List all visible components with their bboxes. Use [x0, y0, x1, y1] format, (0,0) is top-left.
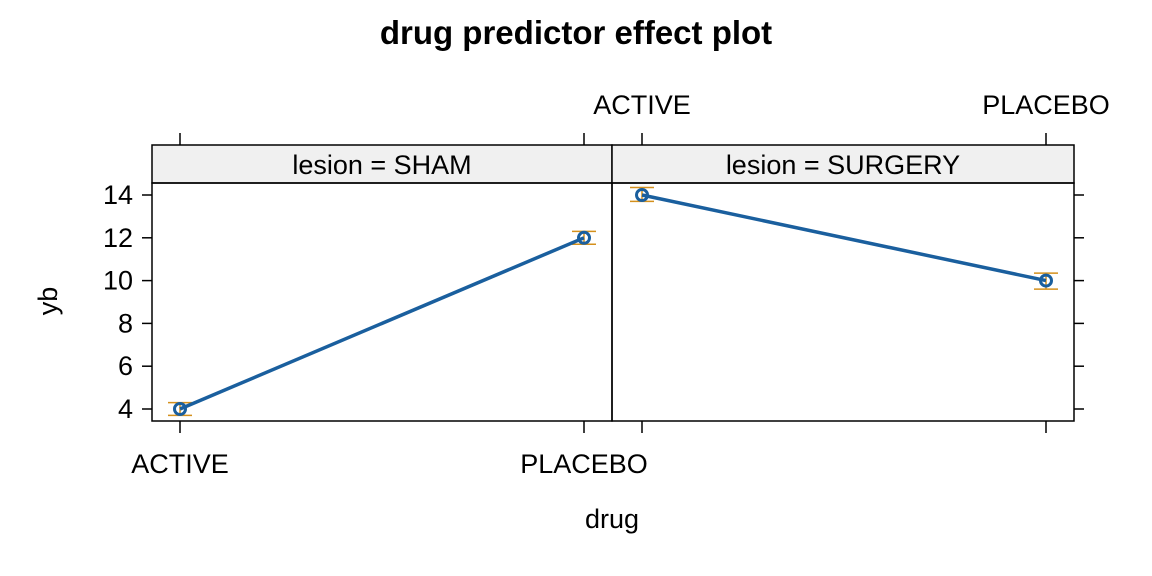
y-tick-label: 14	[103, 180, 133, 210]
y-axis-left: 4 6 8 10 12 14	[103, 180, 152, 424]
chart-title: drug predictor effect plot	[380, 14, 772, 51]
y-tick-label: 8	[118, 308, 133, 338]
x-tick-label-bottom: PLACEBO	[520, 449, 648, 479]
panel-sham: lesion = SHAM	[151, 144, 613, 422]
strip-label-surgery: lesion = SURGERY	[726, 150, 960, 180]
data-point	[577, 230, 591, 245]
y-tick-label: 4	[118, 394, 133, 424]
x-tick-label-bottom: ACTIVE	[131, 449, 229, 479]
x-axis-bottom: ACTIVE PLACEBO	[131, 421, 1047, 479]
panel-surgery: lesion = SURGERY	[611, 144, 1075, 422]
data-point	[635, 188, 649, 202]
y-tick-label: 10	[103, 266, 133, 296]
y-tick-label: 12	[103, 223, 133, 253]
x-axis-label: drug	[585, 504, 639, 534]
data-point	[173, 402, 187, 416]
panel-frame-sham	[151, 182, 613, 422]
panel-frame-surgery	[611, 182, 1075, 422]
data-marks	[168, 186, 1058, 417]
strip-label-sham: lesion = SHAM	[292, 150, 471, 180]
x-tick-label-top: ACTIVE	[593, 90, 691, 120]
y-axis-right	[1074, 194, 1084, 410]
x-tick-label-top: PLACEBO	[982, 90, 1110, 120]
x-axis-top: ACTIVE PLACEBO	[179, 90, 1110, 145]
series-line	[641, 193, 1047, 283]
data-point	[1039, 273, 1053, 288]
series-line	[179, 236, 585, 411]
y-axis-label: yb	[33, 287, 63, 316]
strip-surgery	[611, 144, 1075, 184]
y-tick-label: 6	[118, 351, 133, 381]
strip-sham	[151, 144, 613, 184]
